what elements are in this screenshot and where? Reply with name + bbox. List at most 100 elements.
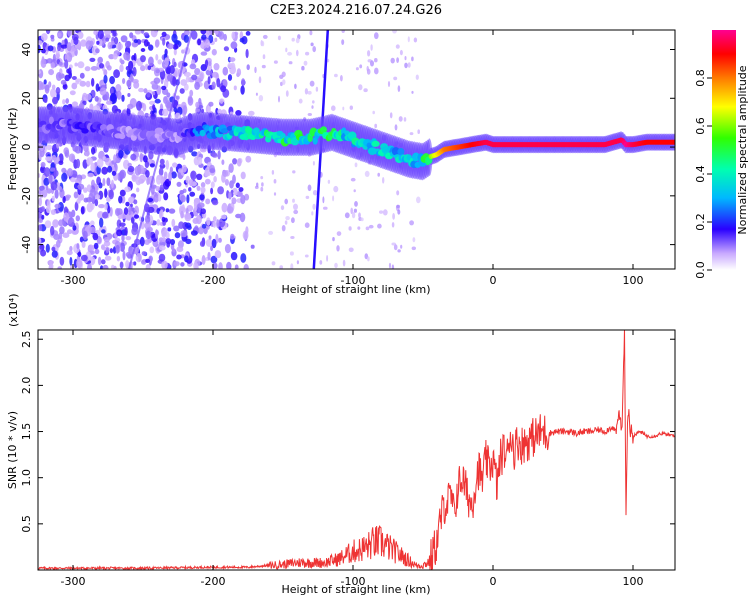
spectrogram-speckle	[255, 92, 258, 96]
spectrogram-speckle	[183, 34, 190, 43]
spectrogram-speckle	[228, 163, 234, 174]
snr-y-tick-label: 2.5	[20, 330, 33, 348]
spectrogram-speckle	[38, 224, 43, 232]
spectrogram-speckle	[147, 65, 152, 71]
spectrogram-speckle	[147, 197, 154, 203]
spectrogram-speckle	[211, 200, 219, 206]
snr-y-tick-label: 2.0	[20, 377, 33, 395]
spectrogram-speckle	[209, 168, 216, 174]
spectrogram-speckle	[173, 48, 177, 56]
spectrogram-speckle	[79, 72, 85, 79]
spectrogram-speckle	[111, 105, 118, 114]
spectrogram-speckle	[349, 105, 353, 110]
spectrogram-ridge-cell	[81, 127, 89, 134]
spectrogram-speckle	[400, 244, 403, 249]
spectrogram-ridge-cell	[371, 140, 380, 147]
spectrogram-speckle	[48, 174, 53, 184]
spectrogram-speckle	[218, 262, 223, 269]
spectrogram-speckle	[39, 243, 45, 250]
spectrogram-speckle	[44, 220, 52, 229]
spectrogram-speckle	[135, 176, 142, 186]
spectrogram-speckle	[129, 32, 134, 39]
spectrogram-speckle	[97, 256, 102, 266]
spectrogram-speckle	[38, 44, 41, 54]
spectrogram-speckle	[145, 170, 150, 178]
spectrogram-speckle	[312, 46, 317, 53]
spectrogram-speckle	[210, 152, 218, 157]
spectrogram-speckle	[182, 105, 188, 115]
spectrogram-speckle	[372, 110, 376, 115]
spectrogram-speckle	[216, 219, 220, 229]
spectrogram-speckle	[97, 30, 104, 40]
spectrogram-speckle	[82, 230, 88, 241]
spectrogram-speckle	[377, 223, 382, 229]
spectrogram-speckle	[89, 256, 96, 266]
spectrogram-speckle	[177, 240, 184, 249]
spectrogram-speckle	[179, 88, 185, 94]
spectrogram-speckle	[41, 214, 45, 220]
spectrogram-speckle	[332, 195, 335, 202]
spectrogram-speckle	[51, 84, 56, 90]
spectrogram-speckle	[62, 232, 70, 238]
spectrogram-speckle	[341, 30, 345, 33]
spectrogram-speckle	[38, 80, 43, 91]
spectrogram-speckle	[292, 170, 296, 174]
spectrogram-speckle	[113, 36, 119, 45]
spectrogram-speckle	[80, 206, 85, 215]
spectrogram-speckle	[232, 158, 238, 165]
spectrogram-x-tick-label: -300	[61, 274, 86, 287]
spectrogram-speckle	[367, 256, 370, 262]
spectrogram-speckle	[200, 186, 206, 194]
spectrogram-speckle	[341, 39, 345, 45]
spectrogram-speckle	[370, 60, 374, 67]
spectrogram-speckle	[87, 263, 92, 269]
spectrogram-speckle	[96, 158, 104, 168]
snr-x-tick-label: 100	[623, 575, 644, 588]
spectrogram-speckle	[271, 170, 275, 175]
spectrogram-speckle	[285, 216, 290, 221]
spectrogram-speckle	[392, 30, 397, 34]
spectrogram-speckle	[75, 158, 81, 169]
spectrogram-speckle	[154, 39, 160, 48]
spectrogram-speckle	[222, 170, 229, 177]
spectrogram-speckle	[190, 30, 198, 40]
spectrogram-speckle	[77, 183, 85, 190]
spectrogram-speckle	[219, 99, 224, 104]
spectrogram-speckle	[214, 250, 222, 259]
spectrogram-ridge-cell	[220, 128, 229, 134]
spectrogram-speckle	[136, 100, 142, 111]
spectrogram-speckle	[125, 236, 132, 241]
spectrogram-speckle	[200, 208, 206, 215]
colorbar-tick-label: 0.0	[694, 261, 707, 279]
spectrogram-speckle	[45, 243, 50, 253]
spectrogram-speckle	[289, 251, 294, 256]
colorbar-tick-label: 0.6	[694, 117, 707, 135]
colorbar: 0.0 0.2 0.4 0.6 0.8 Normalized spectral ampl…	[694, 30, 749, 279]
spectrogram-speckle	[47, 260, 54, 265]
spectrogram-speckle	[143, 88, 148, 94]
spectrogram-speckle	[149, 246, 155, 254]
spectrogram-speckle	[281, 225, 286, 232]
spectrogram-speckle	[411, 246, 416, 251]
spectrogram-speckle	[245, 226, 249, 235]
spectrogram-speckle	[103, 236, 110, 243]
spectrogram-ridge-cell	[246, 127, 254, 135]
spectrogram-speckle	[92, 232, 99, 241]
spectrogram-speckle	[365, 226, 370, 231]
spectrogram-speckle	[397, 249, 401, 253]
spectrogram-speckle	[158, 245, 166, 251]
spectrogram-speckle	[170, 171, 177, 179]
spectrogram-speckle	[162, 37, 166, 46]
spectrogram-speckle	[157, 193, 162, 202]
spectrogram-speckle	[173, 107, 178, 113]
spectrogram-speckle	[116, 208, 123, 215]
spectrogram-speckle	[211, 238, 217, 249]
spectrogram-speckle	[145, 230, 152, 240]
spectrogram-speckle	[222, 66, 229, 76]
spectrogram-x-tick-label: -100	[341, 274, 366, 287]
spectrogram-speckle	[250, 244, 255, 249]
spectrogram-speckle	[83, 197, 89, 203]
spectrogram-speckle	[379, 210, 384, 214]
spectrogram-speckle	[46, 188, 52, 194]
